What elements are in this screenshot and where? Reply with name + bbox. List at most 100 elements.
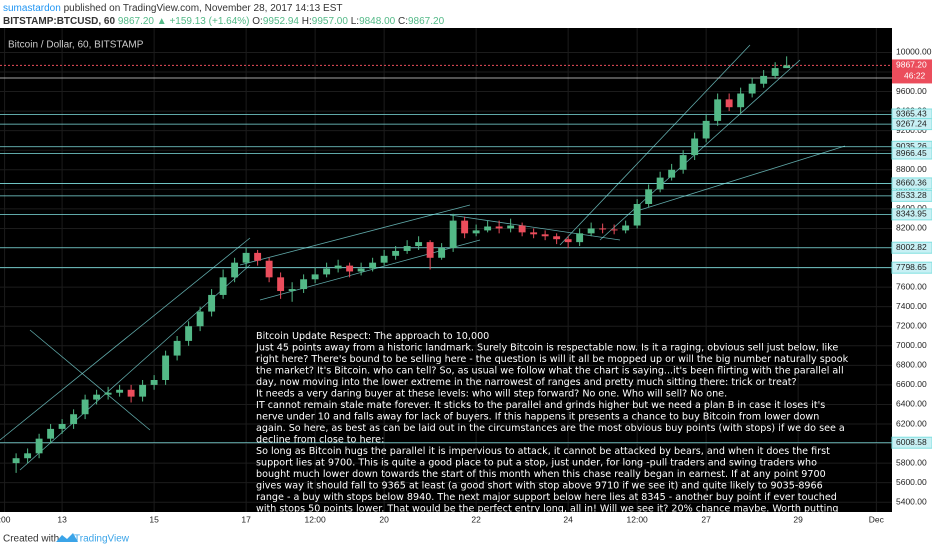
candle-body (610, 229, 618, 231)
candle-body (380, 255, 388, 263)
x-tick-label: 29 (793, 514, 803, 524)
trend-line (0, 237, 251, 441)
level-box (891, 147, 932, 160)
annotation-line: decline from close to here: (256, 435, 384, 446)
y-tick-label: 5800.00 (896, 457, 927, 467)
candle-body (58, 424, 66, 429)
annotation-line: nerve under 10 and falls away for lack o… (256, 412, 819, 423)
o: 9952.94 (263, 16, 300, 27)
candle-body (691, 138, 699, 156)
annotation-line: IT cannot remain stale mate forever. It … (256, 400, 825, 411)
level-label: 9035.26 (896, 141, 927, 151)
candle-body (679, 155, 687, 170)
candle-body (748, 83, 756, 94)
candle-body (518, 225, 526, 233)
candle-body (507, 225, 515, 229)
y-tick-label: 8200.00 (896, 223, 927, 233)
author[interactable]: sumastardon (3, 3, 61, 14)
candle-body (484, 226, 492, 231)
annotation-line: So long as Bitcoin hugs the parallel it … (256, 446, 830, 457)
level-label: 9365.43 (896, 109, 927, 119)
candle-body (70, 414, 78, 424)
candle-body (300, 279, 308, 290)
candle-body (530, 232, 538, 235)
candle-body (668, 169, 676, 178)
candle-body (196, 311, 204, 327)
y-tick-label: 6200.00 (896, 418, 927, 428)
candle-body (576, 233, 584, 243)
x-axis: :00 13 15 17 12:00 20 22 24 12:00 27 29 Dec (0, 514, 885, 524)
level-box (891, 177, 932, 190)
footer-brand[interactable]: TradingView (74, 534, 130, 545)
countdown: 46:22 (904, 71, 926, 81)
last: 9867.20 (118, 16, 155, 27)
candle-body (311, 274, 319, 280)
candle-body (35, 438, 43, 454)
last-price-label: 9867.20 (896, 60, 927, 70)
level-box (891, 436, 932, 449)
candle-body (553, 236, 561, 240)
level-label: 8966.45 (896, 148, 927, 158)
candle-body (656, 177, 664, 190)
candle-body (633, 204, 641, 226)
candle-body (173, 340, 181, 356)
level-label: 8533.28 (896, 190, 927, 200)
candles (12, 56, 791, 473)
candle-body (449, 220, 457, 248)
candle-body (208, 294, 216, 312)
annotation-line: right here? There's bound to be selling … (256, 354, 849, 365)
x-tick-label: 13 (57, 514, 67, 524)
candle-body (24, 453, 32, 459)
trend-line (599, 59, 801, 241)
level-box (891, 189, 932, 202)
annotation-line: day, now moving into the lower extreme i… (256, 377, 797, 388)
o-label: O: (252, 16, 263, 27)
candle-body (645, 189, 653, 204)
candle-body (760, 75, 768, 84)
annotation-line: range - a buy with stops below 8940. The… (256, 492, 837, 503)
x-tick-label: 24 (563, 514, 573, 524)
h-label: H: (302, 16, 312, 27)
l: 9848.00 (359, 16, 396, 27)
x-tick-label: 20 (379, 514, 389, 524)
y-tick-label: 10000.00 (896, 47, 932, 57)
level-label: 6008.58 (896, 437, 927, 447)
published: published on TradingView.com, November 2… (64, 3, 343, 14)
level-label: 9267.24 (896, 118, 927, 128)
y-tick-label: 7400.00 (896, 301, 927, 311)
logo (56, 533, 78, 542)
level-label: 8002.82 (896, 242, 927, 252)
header-line: sumastardon published on TradingView.com… (3, 3, 342, 14)
candle-body (127, 389, 135, 397)
candle-body (599, 228, 607, 230)
level-label: 7798.65 (896, 262, 927, 272)
y-axis: 5400.005600.005800.006000.006200.006400.… (891, 47, 932, 506)
candle-body (334, 265, 342, 269)
level-label: 8343.95 (896, 209, 927, 219)
candle-body (438, 248, 446, 258)
candle-body (150, 380, 158, 385)
candle-body (369, 262, 377, 269)
y-tick-label: 6600.00 (896, 379, 927, 389)
y-tick-label: 7000.00 (896, 340, 927, 350)
candle-body (392, 250, 400, 256)
x-tick-label: 22 (471, 514, 481, 524)
y-tick-label: 8400.00 (896, 203, 927, 213)
candle-body (242, 252, 250, 263)
h: 9957.00 (312, 16, 349, 27)
footer-created: Created with (3, 534, 59, 545)
trend-lines (0, 44, 892, 471)
y-tick-label: 6800.00 (896, 360, 927, 370)
candle-body (771, 68, 779, 76)
candle-body (495, 226, 503, 229)
trend-line (239, 204, 471, 266)
candle-body (403, 246, 411, 251)
annotation-line: support lies at 9700. This is quite a go… (256, 458, 817, 469)
c-label: C: (398, 16, 408, 27)
y-tick-label: 7200.00 (896, 320, 927, 330)
y-tick-label: 5400.00 (896, 496, 927, 506)
trend-line (449, 214, 621, 241)
candle-body (702, 120, 710, 139)
candle-body (415, 242, 423, 247)
